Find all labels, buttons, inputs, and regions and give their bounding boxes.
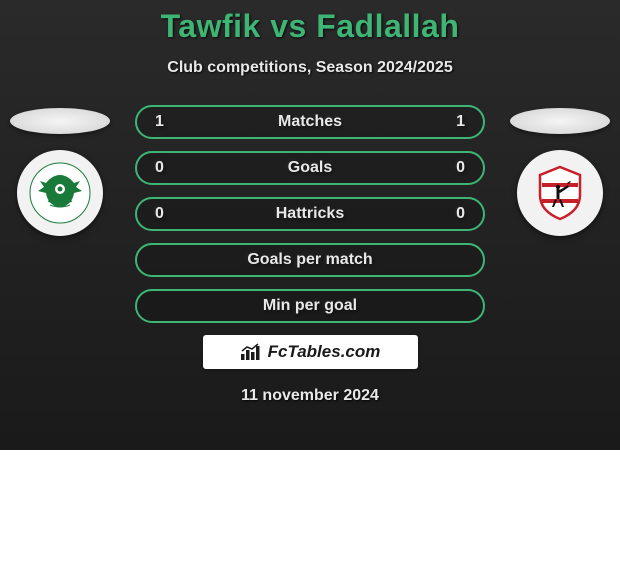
stat-label: Hattricks [175,205,445,223]
al-masry-crest-icon [28,161,92,225]
page-subtitle: Club competitions, Season 2024/2025 [0,59,620,77]
comparison-panel: Tawfik vs Fadlallah Club competitions, S… [0,0,620,450]
stat-label: Goals per match [175,251,445,269]
team-right-block [510,108,610,208]
footer-date: 11 november 2024 [0,387,620,405]
stat-left-value: 1 [155,113,175,131]
team-left-badge [17,150,103,236]
stat-row-matches: 1 Matches 1 [135,105,485,139]
stat-left-value: 0 [155,159,175,177]
stat-right-value: 0 [445,159,465,177]
stat-row-hattricks: 0 Hattricks 0 [135,197,485,231]
stat-label: Matches [175,113,445,131]
team-right-badge [517,150,603,236]
brand-tag[interactable]: FcTables.com [203,335,418,369]
zamalek-crest-icon [528,161,592,225]
page-title: Tawfik vs Fadlallah [0,8,620,45]
player-silhouette-left [10,108,110,134]
brand-text: FcTables.com [268,342,381,362]
stat-right-value: 0 [445,205,465,223]
stat-left-value: 0 [155,205,175,223]
stat-row-goals-per-match: Goals per match [135,243,485,277]
stat-label: Min per goal [175,297,445,315]
team-left-block [10,108,110,208]
stats-container: 1 Matches 1 0 Goals 0 0 Hattricks 0 Goal… [135,105,485,323]
stat-row-min-per-goal: Min per goal [135,289,485,323]
bar-chart-icon [240,343,262,361]
stat-label: Goals [175,159,445,177]
stat-row-goals: 0 Goals 0 [135,151,485,185]
player-silhouette-right [510,108,610,134]
stat-right-value: 1 [445,113,465,131]
